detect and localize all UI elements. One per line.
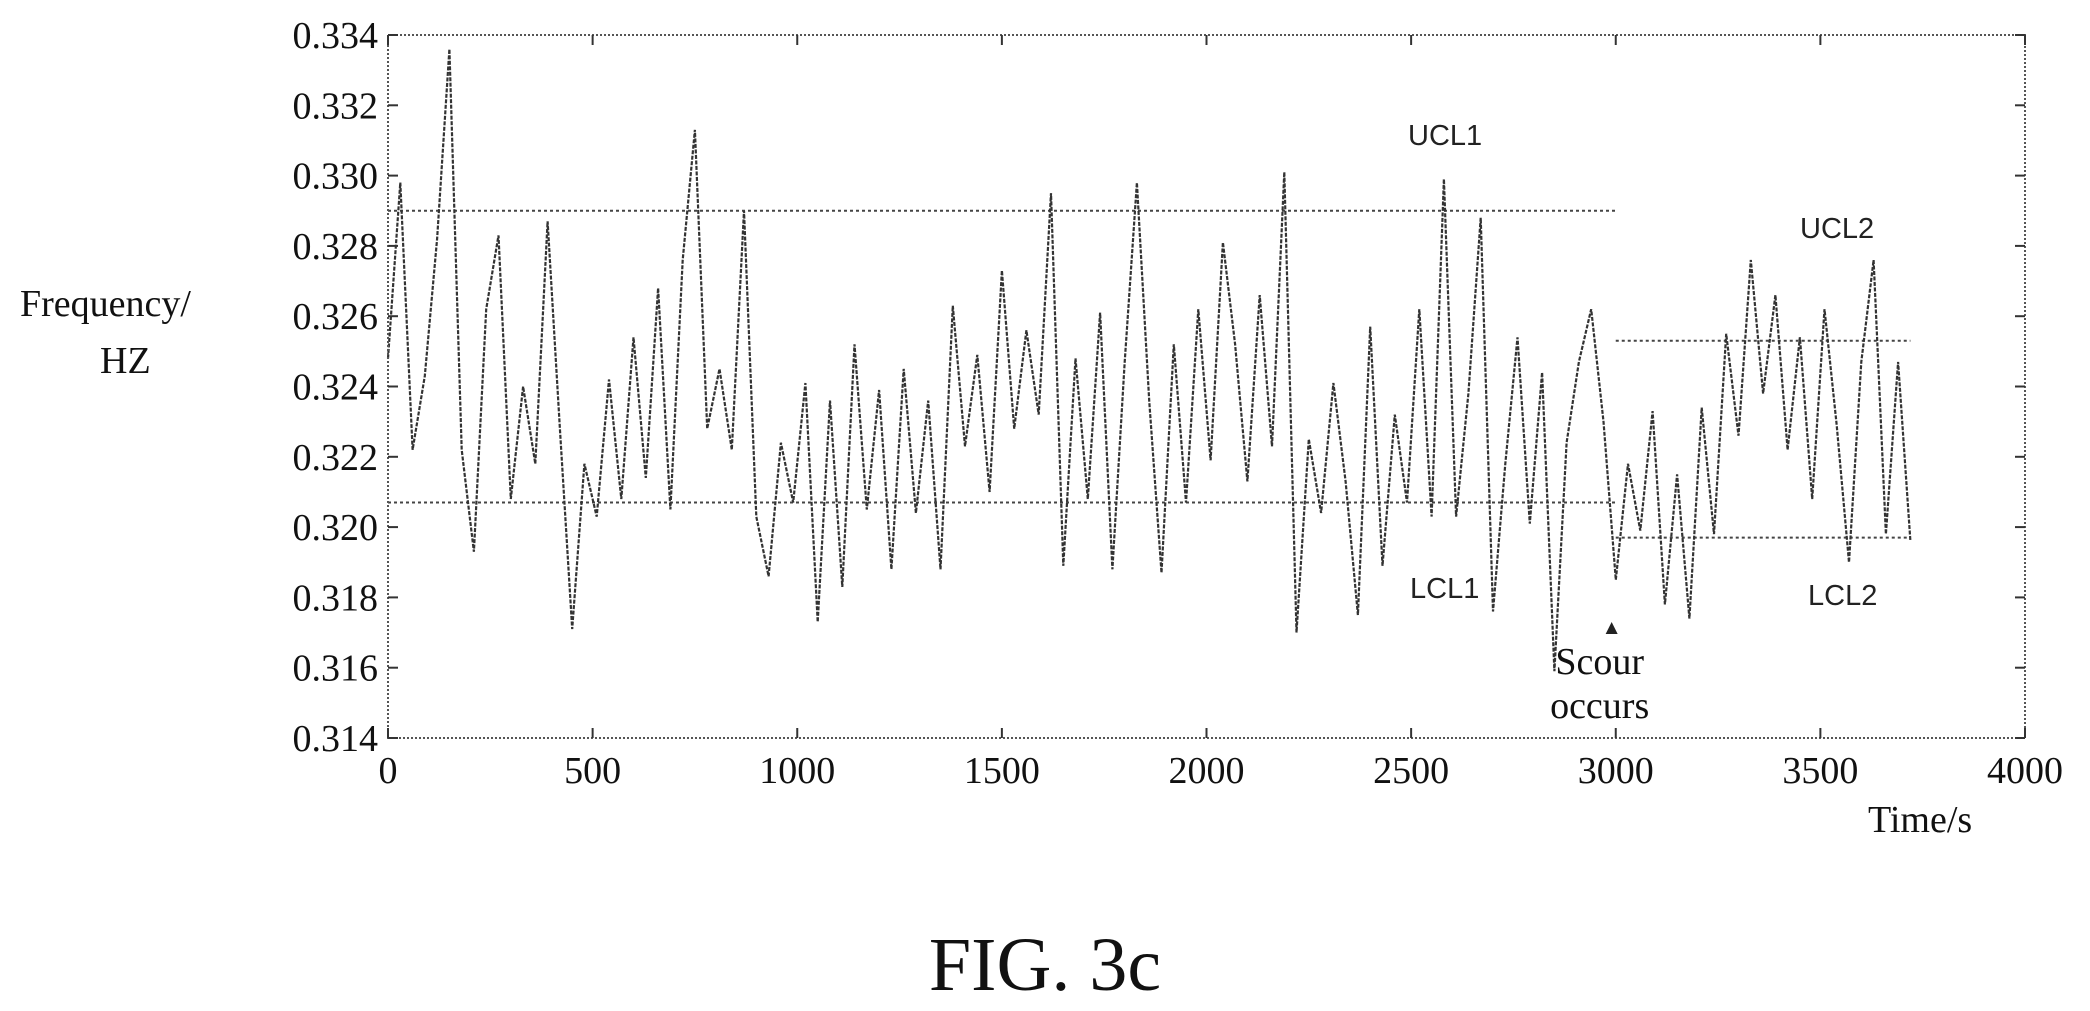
annotation-text: occurs: [1550, 685, 1649, 727]
y-axis-label-line1: Frequency/: [20, 283, 191, 325]
y-tick-label: 0.320: [293, 507, 379, 549]
y-tick-label: 0.314: [293, 718, 379, 760]
x-tick-label: 0: [379, 750, 398, 792]
y-tick-label: 0.328: [293, 226, 379, 268]
y-tick-label: 0.324: [293, 367, 379, 409]
control-limit-label-lcl1: LCL1: [1410, 573, 1479, 605]
y-tick-label: 0.316: [293, 648, 379, 690]
y-tick-label: 0.326: [293, 296, 379, 338]
y-tick-label: 0.332: [293, 85, 379, 127]
plot-frame: [387, 34, 2026, 739]
annotation-arrow: [1605, 622, 1618, 635]
y-axis-label-line2: HZ: [100, 340, 151, 382]
y-tick-label: 0.330: [293, 156, 379, 198]
x-tick-label: 2500: [1373, 750, 1449, 792]
axes: 0 500 1000 1500 2000 2500 3000 3500 4000 0.314 0.3…: [293, 15, 2064, 792]
control-limit-label-lcl2: LCL2: [1808, 580, 1877, 612]
x-tick-label: 3000: [1578, 750, 1654, 792]
series-line-0: [386, 49, 1912, 672]
annotation-text: Scour: [1555, 641, 1644, 683]
x-tick-label: 500: [564, 750, 621, 792]
x-tick-label: 1500: [964, 750, 1040, 792]
y-tick-label: 0.334: [293, 15, 379, 57]
x-tick-label: 2000: [1169, 750, 1245, 792]
x-axis-label: Time/s: [1868, 799, 1972, 841]
y-tick-label: 0.322: [293, 437, 379, 479]
x-tick-label: 1000: [759, 750, 835, 792]
y-tick-label: 0.318: [293, 577, 379, 619]
figure-caption: FIG. 3c: [929, 923, 1161, 1007]
x-tick-label: 3500: [1782, 750, 1858, 792]
x-tick-label: 4000: [1987, 750, 2063, 792]
control-limit-label-ucl1: UCL1: [1408, 120, 1482, 152]
control-limit-label-ucl2: UCL2: [1800, 213, 1874, 245]
